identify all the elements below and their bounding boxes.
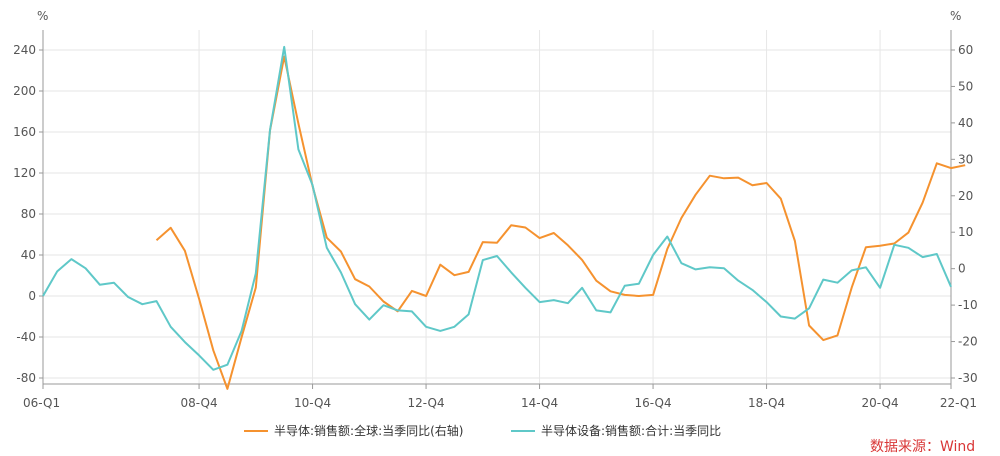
legend-label-equipment-sales: 半导体设备:销售额:合计:当季同比 bbox=[541, 423, 721, 438]
x-tick-label: 18-Q4 bbox=[748, 396, 785, 410]
right-tick-label: 40 bbox=[958, 116, 973, 130]
series-line-semiconductor-sales bbox=[155, 55, 966, 390]
left-tick-label: -80 bbox=[16, 371, 36, 385]
x-tick-label: 10-Q4 bbox=[294, 396, 331, 410]
x-tick-label: 08-Q4 bbox=[181, 396, 218, 410]
left-tick-label: 120 bbox=[13, 166, 36, 180]
x-tick-label: 14-Q4 bbox=[521, 396, 558, 410]
left-tick-label: 240 bbox=[13, 43, 36, 57]
left-tick-label: 0 bbox=[28, 289, 36, 303]
tick-labels: 240 200 160 120 80 40 0 -40 -80 60 50 40 30 20 10 0 -10 -… bbox=[13, 43, 978, 410]
left-tick-label: 40 bbox=[21, 248, 36, 262]
right-tick-label: -30 bbox=[958, 371, 978, 385]
x-tick-label: 20-Q4 bbox=[862, 396, 899, 410]
source-note: 数据来源：Wind bbox=[870, 439, 975, 455]
right-axis-unit: % bbox=[950, 9, 961, 23]
right-tick-label: 0 bbox=[958, 262, 966, 276]
right-tick-label: 50 bbox=[958, 79, 973, 93]
right-tick-label: 30 bbox=[958, 152, 973, 166]
left-tick-label: -40 bbox=[16, 330, 36, 344]
x-tick-label: 12-Q4 bbox=[408, 396, 445, 410]
axes bbox=[42, 30, 952, 385]
x-tick-label: 06-Q1 bbox=[23, 396, 60, 410]
left-tick-label: 200 bbox=[13, 84, 36, 98]
right-tick-label: -20 bbox=[958, 335, 978, 349]
left-axis-unit: % bbox=[37, 9, 48, 23]
left-tick-label: 80 bbox=[21, 207, 36, 221]
legend: 半导体:销售额:全球:当季同比(右轴) 半导体设备:销售额:合计:当季同比 bbox=[244, 423, 721, 438]
legend-label-semiconductor-sales: 半导体:销售额:全球:当季同比(右轴) bbox=[274, 423, 464, 438]
right-tick-label: -10 bbox=[958, 298, 978, 312]
series-line-equipment-sales bbox=[42, 45, 952, 371]
left-tick-label: 160 bbox=[13, 125, 36, 139]
x-tick-label: 22-Q1 bbox=[940, 396, 977, 410]
series-lines bbox=[42, 45, 966, 390]
x-tick-label: 16-Q4 bbox=[635, 396, 672, 410]
right-tick-label: 10 bbox=[958, 225, 973, 239]
right-tick-label: 20 bbox=[958, 189, 973, 203]
right-tick-label: 60 bbox=[958, 43, 973, 57]
